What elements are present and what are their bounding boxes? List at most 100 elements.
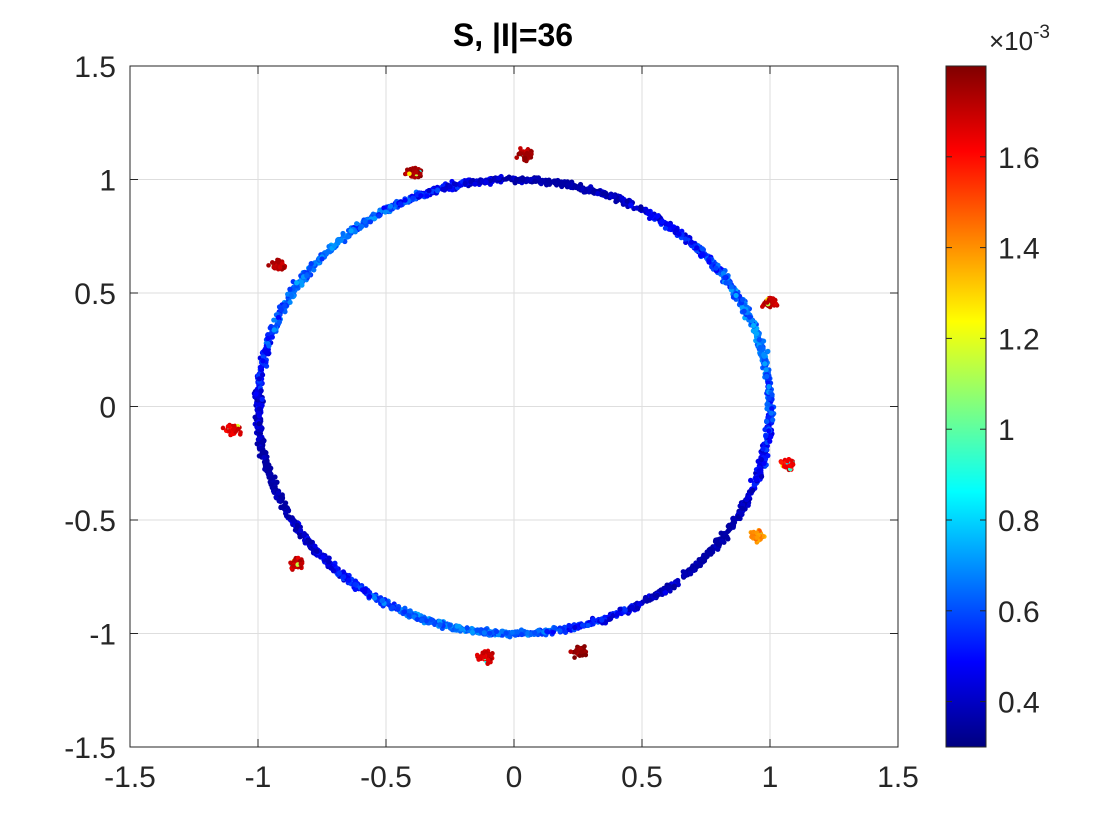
ring-point [259, 396, 265, 402]
ring-point [407, 608, 413, 614]
ring-point [282, 303, 288, 309]
ring-point [617, 606, 623, 612]
y-tick-label: -1.5 [64, 732, 116, 765]
cluster-point [275, 259, 281, 265]
ring-point [266, 472, 272, 478]
ring-point [354, 221, 360, 227]
cluster-point [583, 652, 589, 658]
y-tick-label: 1 [99, 165, 116, 198]
ring-point [259, 439, 265, 445]
ring-point [312, 543, 318, 549]
ring-point [271, 327, 277, 333]
ring-point [724, 534, 730, 540]
ring-point [560, 182, 566, 188]
ring-point [758, 474, 765, 480]
cluster-point [238, 430, 243, 435]
ring-point [387, 203, 394, 209]
ring-point [628, 202, 634, 209]
ring-point [722, 274, 728, 281]
ring-point [699, 246, 705, 252]
ring-point [766, 383, 772, 390]
ring-point [340, 569, 346, 575]
cluster-point [518, 151, 524, 156]
ring-point [314, 548, 320, 554]
cluster-point [230, 431, 235, 437]
ring-point [341, 574, 347, 580]
ring-point [520, 177, 526, 183]
cluster-point [779, 460, 784, 465]
ring-point [715, 541, 721, 548]
colorbar-exponent-label: ×10-3 [989, 22, 1050, 56]
ring-point [406, 612, 412, 618]
chart-title: S, |I|=36 [453, 17, 573, 53]
ring-point [269, 334, 275, 340]
ring-point [688, 566, 694, 572]
ring-point [324, 249, 330, 255]
ring-point [535, 175, 542, 181]
ring-point [331, 243, 338, 249]
ring-point [699, 252, 705, 258]
x-tick-label: 1.5 [877, 761, 919, 794]
ring-point [531, 629, 538, 636]
cluster-point [235, 426, 241, 432]
cluster-point [266, 263, 271, 268]
ring-point [667, 222, 673, 228]
ring-point [720, 271, 726, 277]
x-tick-label: 0.5 [621, 761, 663, 794]
ring-point [254, 401, 261, 407]
ring-point [256, 376, 262, 382]
ring-point [496, 175, 502, 181]
ring-point [539, 178, 545, 184]
cluster-point [480, 650, 486, 656]
ring-point [395, 606, 401, 612]
ring-point [297, 534, 303, 540]
ring-point [740, 297, 746, 303]
ring-point [257, 435, 263, 441]
ring-point [765, 348, 771, 354]
ring-point [320, 554, 326, 560]
cluster-point [582, 644, 587, 649]
ring-point [434, 188, 441, 194]
cluster-point [281, 265, 286, 270]
ring-point [357, 225, 363, 231]
cluster-point [514, 155, 520, 160]
ring-point [441, 187, 448, 193]
ring-point [764, 418, 770, 425]
ring-point [426, 187, 432, 194]
ring-point [326, 559, 332, 565]
ring-point [673, 227, 680, 233]
ring-point [566, 182, 572, 188]
colorbar-tick-label: 1.6 [998, 142, 1040, 175]
cluster-point [298, 561, 304, 567]
ring-point [362, 218, 368, 225]
ring-point [659, 219, 665, 225]
ring-point [472, 181, 478, 187]
ring-point [513, 176, 520, 183]
ring-point [254, 441, 260, 447]
ring-point [719, 538, 725, 544]
ring-point [746, 314, 753, 320]
ring-point [749, 318, 755, 324]
cluster-point [787, 463, 792, 469]
ring-point [503, 630, 509, 636]
cluster-point [271, 264, 277, 270]
ring-point [330, 568, 337, 574]
ring-point [706, 259, 712, 265]
ring-point [585, 622, 591, 629]
ring-point [304, 273, 310, 279]
ring-point [260, 353, 266, 359]
ring-point [367, 593, 373, 600]
ring-point [437, 622, 443, 628]
ring-point [401, 609, 408, 615]
ring-point [348, 228, 354, 234]
ring-point [762, 361, 768, 367]
ring-point [269, 485, 275, 491]
ring-point [410, 195, 416, 201]
ring-point [281, 504, 288, 510]
cluster-point [489, 653, 494, 659]
ring-point [301, 532, 307, 538]
ring-point [382, 209, 388, 215]
ring-point [629, 604, 635, 610]
ring-point [469, 629, 476, 635]
